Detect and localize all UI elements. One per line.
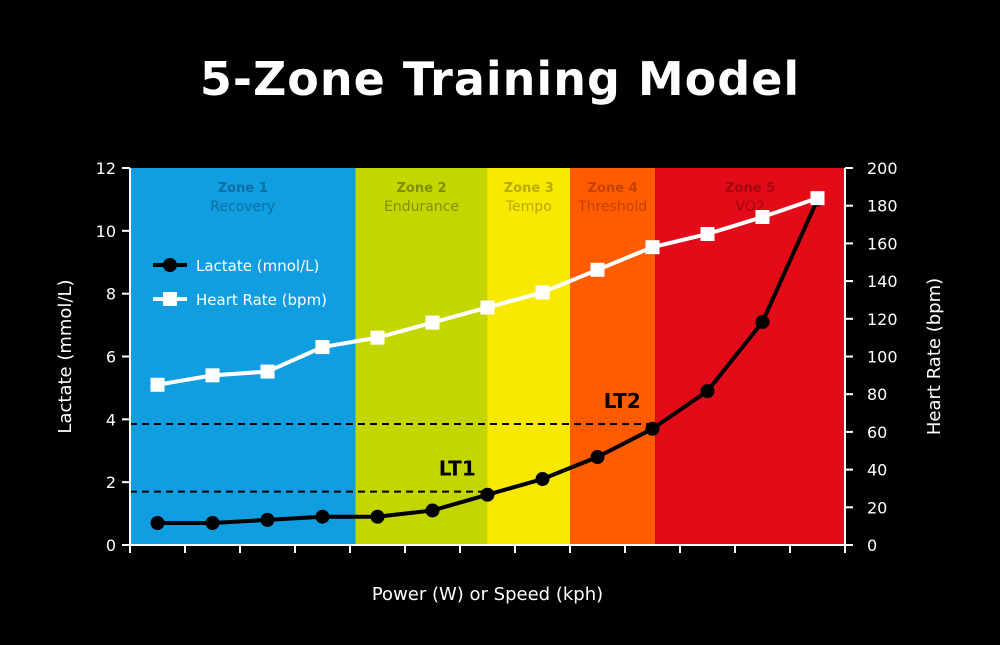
- zone-band-1: [130, 168, 356, 545]
- legend: Lactate (mnol/L) Heart Rate (bpm): [153, 257, 327, 309]
- series-layer: [150, 191, 825, 531]
- y-left-tick-label: 6: [106, 348, 116, 367]
- y-right-tick-label: 80: [867, 385, 887, 404]
- y-left-tick-label: 4: [106, 410, 116, 429]
- y-right-tick-label: 20: [867, 498, 887, 517]
- heart-rate-point: [370, 330, 385, 345]
- zone-name-1: Zone 1: [218, 181, 268, 196]
- zone-band-5: [655, 168, 845, 545]
- lactate-point: [535, 472, 550, 487]
- y-left-tick-label: 8: [106, 285, 116, 304]
- y-left-tick-label: 0: [106, 536, 116, 555]
- legend-marker-1: [163, 258, 177, 272]
- legend-label-1: Lactate (mnol/L): [196, 257, 319, 275]
- heart-rate-point: [260, 364, 275, 379]
- heart-rate-point: [480, 300, 495, 315]
- chart-title: 5-Zone Training Model: [199, 52, 801, 106]
- zone-label-2: Endurance: [384, 199, 459, 215]
- heart-rate-point: [535, 285, 550, 300]
- zone-label-1: Recovery: [210, 199, 275, 215]
- lactate-point: [315, 509, 330, 524]
- heart-rate-point: [755, 210, 770, 225]
- heart-rate-point: [205, 368, 220, 383]
- lactate-point: [260, 512, 275, 527]
- heart-rate-point: [700, 226, 715, 241]
- heart-rate-point: [315, 340, 330, 355]
- threshold-label-lt2: LT2: [604, 389, 641, 413]
- heart-rate-point: [645, 240, 660, 255]
- y-right-axis-label: Heart Rate (bpm): [924, 278, 945, 435]
- heart-rate-point: [425, 315, 440, 330]
- y-right-tick-label: 60: [867, 423, 887, 442]
- threshold-layer: LT1 LT2: [130, 389, 653, 493]
- y-right-tick-label: 40: [867, 461, 887, 480]
- heart-rate-point: [150, 377, 165, 392]
- x-axis-label: Power (W) or Speed (kph): [372, 584, 603, 605]
- y-right-tick-label: 180: [867, 197, 898, 216]
- y-left-tick-label: 2: [106, 473, 116, 492]
- y-right-tick-label: 100: [867, 348, 898, 367]
- y-left-tick-label: 12: [96, 159, 116, 178]
- lactate-point: [700, 384, 715, 399]
- y-right-tick-label: 200: [867, 159, 898, 178]
- lactate-point: [590, 450, 605, 465]
- zone-label-4: Threshold: [577, 199, 647, 215]
- y-right-tick-label: 160: [867, 234, 898, 253]
- lactate-point: [150, 516, 165, 531]
- y-right-tick-label: 140: [867, 272, 898, 291]
- y-left-tick-label: 10: [96, 222, 116, 241]
- lactate-point: [645, 421, 660, 436]
- zone-name-3: Zone 3: [504, 181, 554, 196]
- threshold-label-lt1: LT1: [439, 457, 476, 481]
- zone-band-3: [487, 168, 570, 545]
- zone-name-4: Zone 4: [588, 181, 638, 196]
- y-right-tick-label: 0: [867, 536, 877, 555]
- legend-marker-2: [163, 292, 177, 306]
- lactate-point: [480, 487, 495, 502]
- lactate-point: [425, 503, 440, 518]
- y-right-tick-label: 120: [867, 310, 898, 329]
- heart-rate-point: [590, 262, 605, 277]
- zone-name-2: Zone 2: [396, 181, 446, 196]
- y-left-axis-label: Lactate (mmol/L): [55, 279, 76, 433]
- heart-rate-point: [810, 191, 825, 206]
- lactate-point: [755, 314, 770, 329]
- legend-label-2: Heart Rate (bpm): [196, 291, 327, 309]
- zone-label-3: Tempo: [505, 199, 552, 215]
- lactate-point: [370, 509, 385, 524]
- zone-name-5: Zone 5: [725, 181, 775, 196]
- zone-band-4: [570, 168, 656, 545]
- zone-band-2: [355, 168, 488, 545]
- lactate-point: [205, 516, 220, 531]
